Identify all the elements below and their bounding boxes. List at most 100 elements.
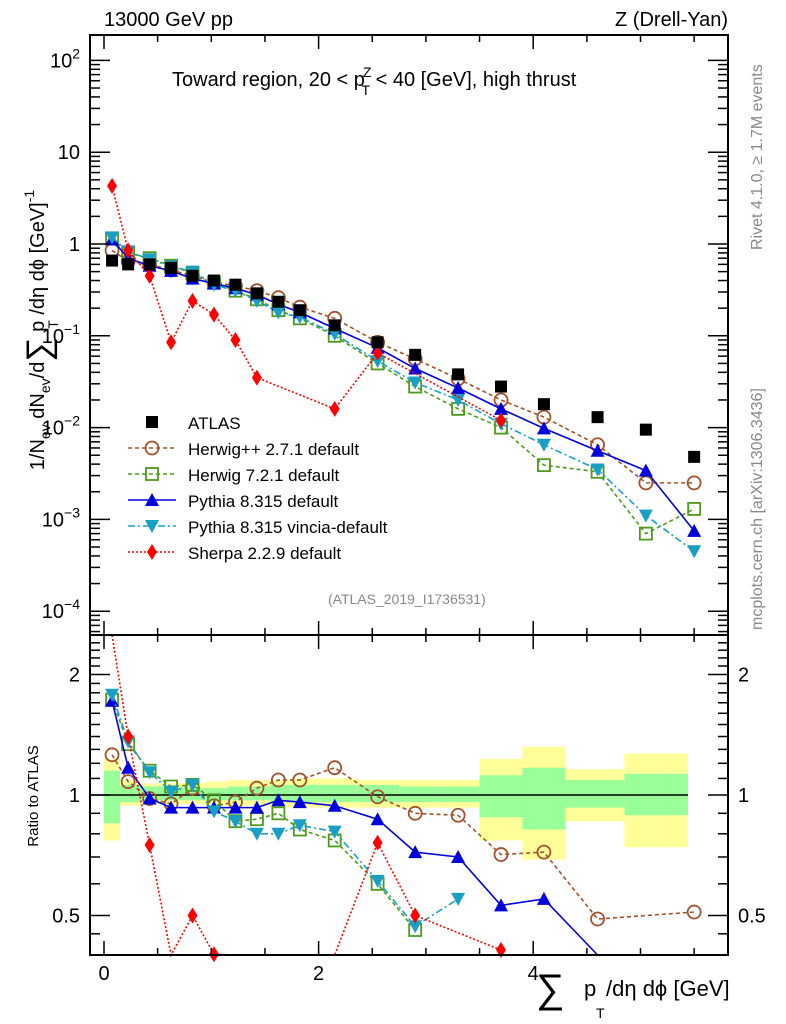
ratio-point: [451, 892, 466, 906]
y-tick-label: 10−2: [42, 413, 80, 440]
ratio-point: [123, 728, 134, 745]
data-point: [687, 545, 702, 559]
data-point: [590, 463, 605, 477]
data-point: [451, 393, 466, 407]
data-point: [186, 269, 199, 282]
ratio-y-tick-label-right: 2: [738, 665, 749, 687]
y-tick-label: 10−3: [42, 504, 80, 531]
ratio-series-line: [111, 694, 459, 928]
data-point: [106, 254, 119, 267]
legend-entry: Sherpa 2.2.9 default: [128, 544, 341, 563]
ratio-point: [370, 812, 385, 826]
band-1sigma: [565, 780, 625, 808]
legend-marker: [145, 520, 159, 533]
ylabel-sub-t: T: [45, 320, 61, 329]
legend-entry: Pythia 8.315 vincia-default: [128, 518, 388, 537]
chart-title: Toward region, 20 < pZ T < 40 [GeV], high…: [172, 64, 577, 98]
ratio-point: [206, 805, 221, 819]
data-point: [638, 526, 653, 541]
ratio-point: [185, 778, 200, 792]
header-right: Z (Drell-Yan): [615, 9, 728, 31]
ratio-point: [451, 850, 466, 864]
ratio-point: [410, 907, 421, 924]
ratio-point: [228, 815, 243, 829]
data-point: [452, 368, 465, 381]
ratio-point: [493, 847, 509, 862]
data-point: [688, 450, 701, 463]
ratio-series-herwig-2-7-1-default: [104, 747, 702, 927]
ratio-point: [164, 785, 179, 799]
data-point: [409, 348, 422, 361]
ratio-point: [327, 798, 342, 812]
y-tick-label: 10−4: [42, 596, 80, 623]
series-atlas: [106, 254, 701, 463]
ratio-point: [408, 845, 423, 859]
ratio-point: [372, 834, 383, 851]
band-1sigma: [479, 775, 523, 818]
ratio-point: [686, 904, 702, 920]
ratio-uncertainty-bands: [90, 746, 688, 860]
data-point: [293, 304, 306, 317]
ratio-point: [142, 766, 157, 780]
data-point: [230, 332, 241, 349]
main-y-axis-label: 1/Nev dNev/d∑ pT /dη dϕ [GeV]-1: [20, 190, 61, 471]
ratio-point: [270, 772, 286, 788]
data-point: [638, 463, 653, 477]
xlabel-sub-t: T: [596, 1005, 605, 1021]
data-point: [166, 334, 177, 351]
band-1sigma: [291, 784, 314, 803]
ratio-point: [327, 825, 342, 839]
header-left: 13000 GeV pp: [104, 9, 233, 31]
ratio-point: [271, 827, 286, 841]
title-sup: Z: [363, 64, 372, 80]
legend-label: Herwig++ 2.7.1 default: [188, 440, 359, 459]
data-point: [408, 376, 423, 390]
ratio-y-tick-label: 2: [69, 665, 80, 687]
data-point: [272, 295, 285, 308]
ratio-axes: 0 2 4 0.5 0.5 1 1 2 2: [52, 634, 766, 985]
data-point: [144, 267, 155, 284]
title-post: < 40 [GeV], high thrust: [370, 69, 577, 91]
legend-marker: [146, 416, 158, 428]
data-point: [686, 475, 702, 491]
ratio-point: [408, 920, 423, 934]
band-1sigma: [313, 784, 357, 803]
legend-marker: [144, 440, 160, 456]
xlabel-sum: ∑: [536, 967, 565, 1011]
data-point: [143, 258, 156, 271]
ratio-series-group: [104, 634, 702, 963]
legend-marker: [147, 544, 157, 560]
ratio-point: [228, 800, 243, 814]
ratio-point: [120, 774, 136, 790]
data-point: [329, 400, 340, 417]
legend-entry: Herwig++ 2.7.1 default: [128, 440, 359, 459]
ratio-point: [249, 800, 264, 814]
data-point: [639, 423, 652, 436]
data-point: [496, 412, 507, 429]
band-1sigma: [270, 784, 292, 803]
data-point: [187, 292, 198, 309]
data-point: [122, 258, 135, 271]
data-point: [536, 421, 551, 435]
ratio-point: [271, 793, 286, 807]
legend: ATLAS Herwig++ 2.7.1 default Herwig 7.2.1 …: [128, 414, 388, 563]
data-point: [107, 177, 118, 194]
main-frame: [89, 34, 729, 636]
ylabel-sub-ev2: ev: [37, 378, 53, 393]
xlabel-p: p: [584, 976, 596, 1001]
data-point: [328, 319, 341, 332]
data-point: [165, 261, 178, 274]
ratio-point: [185, 800, 200, 814]
ratio-point: [271, 806, 286, 821]
title-sub: T: [361, 82, 370, 98]
ratio-series-herwig-7-2-1-default: [105, 692, 423, 937]
legend-label: Pythia 8.315 vincia-default: [188, 518, 388, 537]
ratio-point: [105, 688, 120, 702]
mcplots-label: mcplots.cern.ch [arXiv:1306.3436]: [749, 388, 766, 630]
ylabel-part-a: 1/N: [27, 439, 49, 470]
ratio-point: [292, 819, 307, 833]
ratio-point: [121, 760, 136, 774]
ratio-point: [104, 747, 120, 763]
y-tick-label: 10−1: [42, 321, 80, 348]
ratio-series-pythia-8-315-vincia-default: [105, 688, 466, 934]
